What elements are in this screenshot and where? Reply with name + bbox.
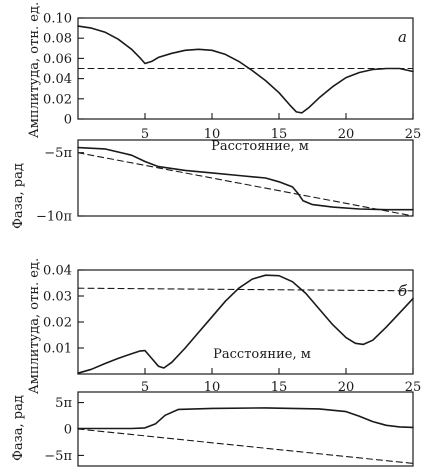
panel-b-amplitude-ylabel: Амплитуда, отн. ед. (27, 258, 42, 394)
panel-b-amplitude-xtick-label: 20 (338, 380, 355, 395)
panel-b-amplitude-ytick-label: 0.04 (43, 264, 72, 279)
panel-a-amplitude-xtick-label: 25 (405, 127, 422, 142)
panel-b-amplitude-plot: Амплитуда, отн. ед. б Расстояние, м 0.01… (27, 258, 421, 395)
panel-b-amplitude-series-solid-line (77, 274, 414, 375)
panel-a-amplitude-ytick-label: 0.04 (43, 72, 72, 87)
panel-a-phase-series-solid-line (77, 146, 414, 211)
panel-a-amplitude-xtick-label: 10 (204, 127, 221, 142)
panel-a-phase-frame (77, 139, 414, 217)
panel-b-amplitude-xtick-label: 25 (405, 380, 422, 395)
panel-b-phase-ytick-label: −5π (44, 449, 72, 464)
panel-a-amplitude-xtick-label: 15 (271, 127, 288, 142)
panel-b-phase-ylabel: Фаза, рад (11, 395, 26, 461)
panel-a-phase-ytick-label: −5π (44, 146, 72, 161)
panel-a-phase-series-dashed-line (77, 152, 414, 217)
panel-a-amplitude-ytick-label: 0.06 (43, 52, 72, 67)
panel-b-phase-ytick-label: 5π (55, 396, 72, 411)
panel-a-phase-plot: Фаза, рад −5π −10π (11, 139, 414, 229)
panel-b-amplitude-xtick-label: 15 (271, 380, 288, 395)
panel-a-xlabel: Расстояние, м (211, 139, 309, 154)
panel-b-phase-plot: Фаза, рад 5π 0 −5π (11, 391, 414, 467)
panel-b-amplitude-xtick-label: 5 (141, 380, 149, 395)
panel-a-amplitude-ytick-label: 0.10 (43, 12, 72, 27)
panel-b-amplitude-series-dashed-line (77, 287, 414, 292)
panel-a-amplitude-plot: Амплитуда, отн. ед. а Расстояние, м 0 0.0… (27, 2, 421, 154)
panel-b-amplitude-ytick-label: 0.03 (43, 290, 72, 305)
panel-b-amplitude-xtick-label: 10 (204, 380, 221, 395)
panel-a-amplitude-xtick-label: 20 (338, 127, 355, 142)
panel-b-phase-ytick-label: 0 (64, 423, 72, 438)
panel-b-amplitude-ytick-label: 0.01 (43, 342, 72, 357)
panel-a-amplitude-ytick-label: 0.02 (43, 92, 72, 107)
panel-a-amplitude-ytick-label: 0.08 (43, 32, 72, 47)
panel-b-xlabel: Расстояние, м (213, 347, 311, 362)
panel-a-amplitude-series-solid-line (77, 25, 414, 114)
panel-a-phase-ytick-label: −10π (36, 210, 72, 225)
panel-b-amplitude-ytick-label: 0.02 (43, 316, 72, 331)
panel-b-phase-series-solid-line (77, 407, 414, 430)
panel-a-letter: а (398, 28, 407, 46)
panel-b-phase-series-dashed-line (77, 428, 414, 464)
panel-a-amplitude-xtick-label: 5 (141, 127, 149, 142)
panel-a-amplitude-ylabel: Амплитуда, отн. ед. (27, 2, 42, 138)
panel-a-phase-ylabel: Фаза, рад (11, 163, 26, 229)
panel-a-amplitude-ytick-label: 0 (64, 113, 72, 128)
